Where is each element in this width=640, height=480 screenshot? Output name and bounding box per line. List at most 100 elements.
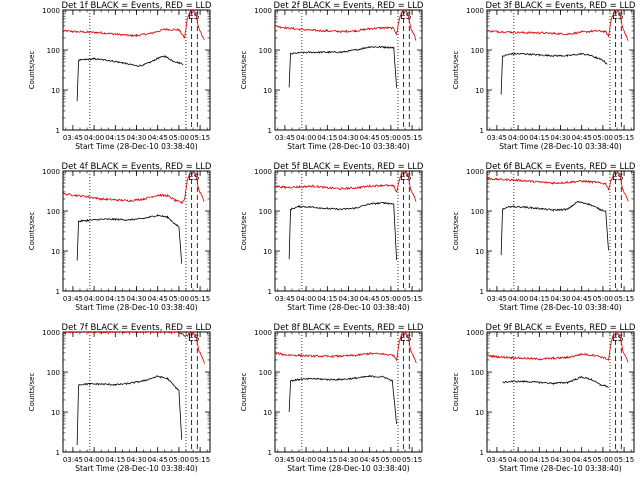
y-tick-label: 1000 <box>254 329 272 337</box>
marker-e: E <box>400 12 406 22</box>
y-tick-label: 1000 <box>42 7 60 15</box>
y-tick-label: 1000 <box>42 168 60 176</box>
x-tick-label: 05:15 <box>402 456 422 464</box>
y-tick-label: 100 <box>471 369 484 377</box>
y-tick-label: 1 <box>56 127 60 135</box>
lld-series-line <box>63 332 205 364</box>
x-tick-label: 05:00 <box>593 456 613 464</box>
x-tick-label: 04:00 <box>508 456 528 464</box>
x-axis-label: Start Time (28-Dec-10 03:38:40) <box>287 142 409 151</box>
x-tick-label: 03:45 <box>275 134 295 142</box>
x-axis-label: Start Time (28-Dec-10 03:38:40) <box>287 464 409 473</box>
x-tick-label: 04:45 <box>148 134 168 142</box>
y-tick-label: 10 <box>475 87 484 95</box>
x-tick-label: 03:45 <box>487 456 507 464</box>
y-tick-label: 10 <box>51 409 60 417</box>
lld-series-line <box>487 332 629 363</box>
y-axis-label: Counts/sec <box>28 212 36 251</box>
y-tick-label: 1 <box>480 288 484 296</box>
x-axis-label: Start Time (28-Dec-10 03:38:40) <box>75 303 197 312</box>
y-tick-label: 1000 <box>466 7 484 15</box>
y-axis-label: Counts/sec <box>452 373 460 412</box>
x-tick-label: 04:30 <box>550 456 570 464</box>
y-tick-label: 1000 <box>466 329 484 337</box>
events-series-line <box>502 375 609 389</box>
y-axis-label: Counts/sec <box>28 51 36 90</box>
lld-series-line <box>487 10 629 41</box>
x-tick-label: 04:30 <box>126 134 146 142</box>
panel-title: Det 6f BLACK = Events, RED = LLD <box>486 162 636 172</box>
marker-e: E <box>188 12 194 22</box>
x-tick-label: 04:30 <box>338 456 358 464</box>
x-tick-label: 03:45 <box>63 134 83 142</box>
events-series-line <box>500 52 608 95</box>
panel-1: Det 1f BLACK = Events, RED = LLD 1 10 100 10… <box>28 1 212 151</box>
x-tick-label: 05:00 <box>381 134 401 142</box>
x-tick-label: 05:15 <box>190 134 210 142</box>
x-tick-label: 05:00 <box>169 456 189 464</box>
y-tick-label: 100 <box>47 208 60 216</box>
x-tick-label: 05:00 <box>169 134 189 142</box>
x-tick-label: 04:45 <box>360 295 380 303</box>
x-tick-label: 04:15 <box>317 295 337 303</box>
y-tick-label: 100 <box>259 369 272 377</box>
plot-frame <box>486 9 635 131</box>
x-tick-label: 04:00 <box>84 456 104 464</box>
y-tick-label: 10 <box>51 87 60 95</box>
panel-6: Det 6f BLACK = Events, RED = LLD 1 10 100 10… <box>452 162 636 312</box>
x-tick-label: 04:45 <box>572 456 592 464</box>
y-tick-label: 100 <box>47 47 60 55</box>
x-tick-label: 05:00 <box>169 295 189 303</box>
panel-3: Det 3f BLACK = Events, RED = LLD 1 10 100 10… <box>452 1 636 151</box>
y-tick-label: 10 <box>475 409 484 417</box>
x-axis-label: Start Time (28-Dec-10 03:38:40) <box>499 303 621 312</box>
x-tick-label: 04:30 <box>126 295 146 303</box>
y-axis-label: Counts/sec <box>240 373 248 412</box>
y-axis-label: Counts/sec <box>28 373 36 412</box>
y-tick-label: 1000 <box>254 7 272 15</box>
x-tick-label: 04:15 <box>317 456 337 464</box>
x-tick-label: 03:45 <box>487 134 507 142</box>
x-tick-label: 05:00 <box>593 295 613 303</box>
x-tick-label: 05:15 <box>614 134 634 142</box>
x-tick-label: 05:15 <box>190 456 210 464</box>
x-tick-label: 05:15 <box>614 456 634 464</box>
y-tick-label: 10 <box>51 248 60 256</box>
x-tick-label: 05:15 <box>614 295 634 303</box>
y-tick-label: 1 <box>56 449 60 457</box>
panel-title: Det 7f BLACK = Events, RED = LLD <box>62 323 212 333</box>
x-tick-label: 03:45 <box>275 295 295 303</box>
plot-frame <box>62 331 211 453</box>
y-tick-label: 100 <box>471 47 484 55</box>
x-tick-label: 04:00 <box>296 295 316 303</box>
panel-title: Det 9f BLACK = Events, RED = LLD <box>486 323 636 333</box>
events-series-line <box>76 54 184 102</box>
x-tick-label: 04:30 <box>550 134 570 142</box>
plot-frame <box>274 9 423 131</box>
y-tick-label: 10 <box>263 248 272 256</box>
panel-title: Det 1f BLACK = Events, RED = LLD <box>62 1 212 11</box>
marker-e: E <box>188 334 194 344</box>
y-tick-label: 1 <box>480 449 484 457</box>
x-tick-label: 04:15 <box>105 456 125 464</box>
panel-4: Det 4f BLACK = Events, RED = LLD 1 10 100 10… <box>28 162 212 312</box>
x-tick-label: 05:15 <box>402 134 422 142</box>
events-series-line <box>288 45 397 88</box>
lld-series-line <box>487 171 629 202</box>
y-tick-label: 10 <box>263 409 272 417</box>
x-tick-label: 04:00 <box>296 134 316 142</box>
x-tick-label: 04:00 <box>296 456 316 464</box>
lld-series-line <box>63 10 205 40</box>
plot-frame <box>274 170 423 292</box>
plot-frame <box>486 331 635 453</box>
x-tick-label: 04:15 <box>529 295 549 303</box>
x-tick-label: 05:00 <box>381 456 401 464</box>
plot-frame <box>62 170 211 292</box>
marker-e: E <box>612 334 618 344</box>
x-tick-label: 05:15 <box>402 295 422 303</box>
y-tick-label: 1 <box>268 288 272 296</box>
x-tick-label: 04:30 <box>338 134 358 142</box>
y-tick-label: 1 <box>268 449 272 457</box>
y-tick-label: 1 <box>480 127 484 135</box>
